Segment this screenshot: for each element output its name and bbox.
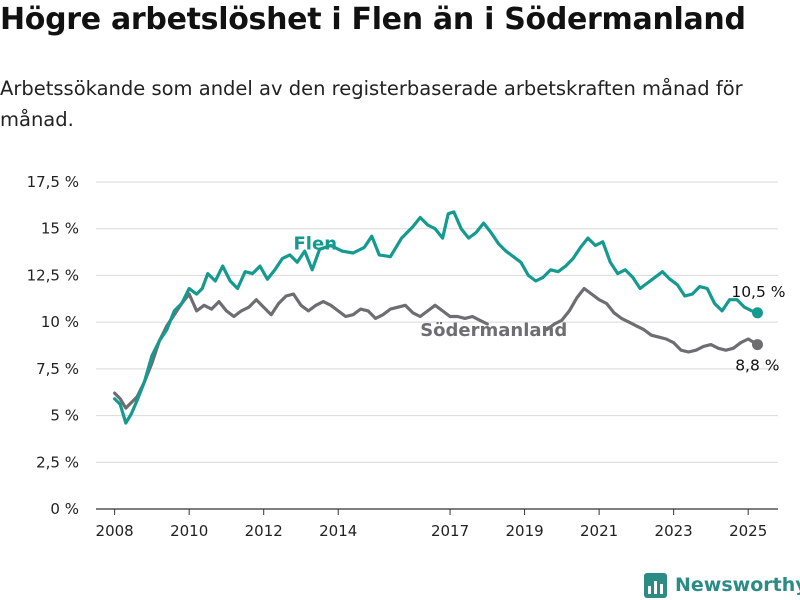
x-tick-label: 2023 <box>655 522 693 540</box>
x-axis: 2008 2010 2012 2014 2017 2019 2021 2023 2025 <box>96 509 767 540</box>
sodermanland-end-marker <box>752 339 764 351</box>
x-tick-label: 2008 <box>96 522 134 540</box>
x-tick-label: 2021 <box>580 522 618 540</box>
y-tick-label: 7,5 % <box>36 360 79 378</box>
sodermanland-end-value-label: 8,8 % <box>735 357 779 375</box>
sodermanland-line-segment-2 <box>545 286 760 354</box>
x-tick-label: 2010 <box>170 522 208 540</box>
y-tick-label: 0 % <box>50 500 79 518</box>
y-tick-label: 2,5 % <box>36 453 79 471</box>
y-axis: 0 % 2,5 % 5 % 7,5 % 10 % 12,5 % 15 % 17,5 % <box>27 173 79 518</box>
flen-series-label: Flen <box>294 233 338 254</box>
newsworthy-logo: Newsworthy <box>644 570 800 600</box>
y-tick-label: 5 % <box>50 407 79 425</box>
y-tick-label: 12,5 % <box>27 266 79 284</box>
y-tick-label: 10 % <box>41 313 79 331</box>
x-tick-label: 2012 <box>245 522 283 540</box>
brand-name: Newsworthy <box>675 574 800 596</box>
flen-end-value-label: 10,5 % <box>731 283 785 301</box>
x-tick-label: 2019 <box>505 522 543 540</box>
sodermanland-series-label: Södermanland <box>420 320 567 341</box>
chart-subtitle: Arbetssökande som andel av den registerb… <box>0 77 743 131</box>
newsworthy-logo-icon <box>644 572 667 598</box>
flen-end-marker <box>752 307 764 319</box>
flen-line <box>113 210 760 425</box>
x-tick-label: 2025 <box>729 522 767 540</box>
x-tick-label: 2014 <box>319 522 357 540</box>
y-tick-label: 17,5 % <box>27 173 79 191</box>
y-tick-label: 15 % <box>41 220 79 238</box>
series-lines <box>113 210 764 425</box>
chart-title: Högre arbetslöshet i Flen än i Södermanl… <box>0 2 746 37</box>
series-labels: Flen Södermanland 10,5 % 8,8 % <box>294 233 786 374</box>
sodermanland-line-segment-1 <box>113 292 489 410</box>
x-tick-label: 2017 <box>431 522 469 540</box>
